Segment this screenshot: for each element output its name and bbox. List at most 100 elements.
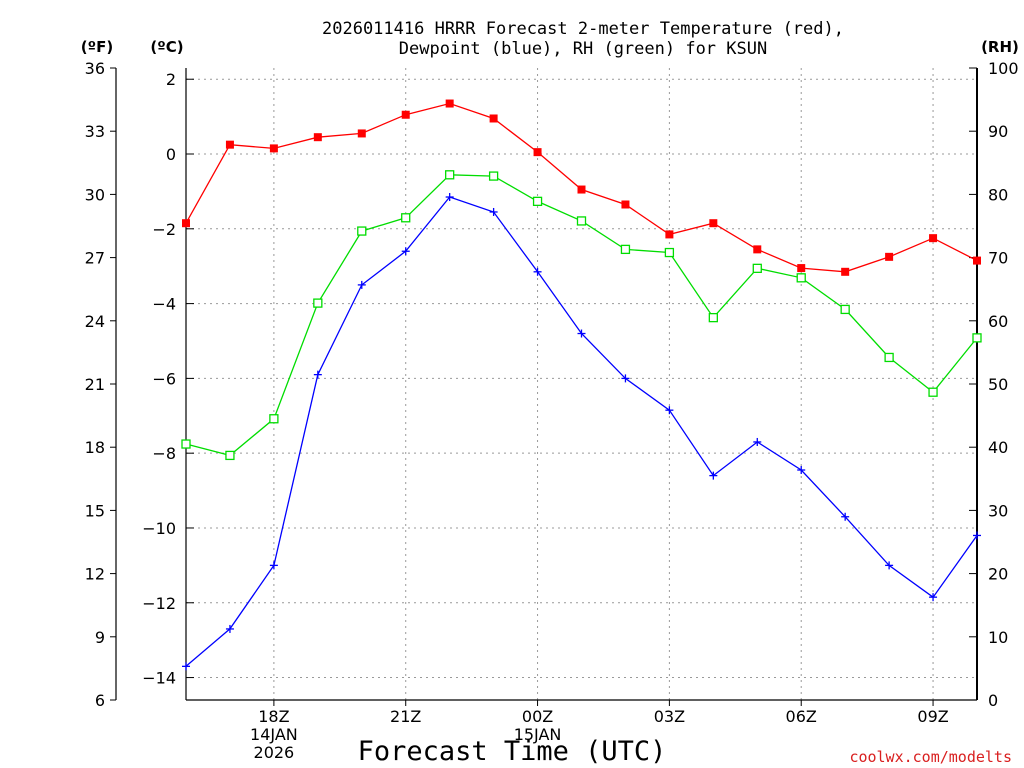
rh-unit-label: (RH) <box>981 38 1019 56</box>
x-tick-label: 06Z <box>786 707 817 726</box>
rh-point <box>928 387 938 397</box>
fahrenheit-tick-label: 36 <box>85 59 105 78</box>
dewpoint-point <box>577 329 586 338</box>
temperature-point <box>797 264 806 273</box>
x-tick-label: 15JAN <box>514 725 562 744</box>
x-tick-label: 14JAN <box>250 725 298 744</box>
temperature-point <box>489 114 498 123</box>
grid-lines <box>186 68 977 700</box>
fahrenheit-tick-label: 21 <box>85 375 105 394</box>
temperature-point <box>753 245 762 254</box>
celsius-tick-label: 2 <box>166 70 176 89</box>
rh-tick-label: 60 <box>988 312 1008 331</box>
temperature-point <box>401 110 410 119</box>
fahrenheit-unit-label: (ºF) <box>81 38 113 56</box>
dewpoint-point <box>709 471 718 480</box>
temperature-point <box>357 129 366 138</box>
fahrenheit-tick-label: 6 <box>95 691 105 710</box>
temperature-point <box>665 230 674 239</box>
temperature-point <box>533 148 542 157</box>
rh-tick-label: 100 <box>988 59 1019 78</box>
fahrenheit-tick-label: 18 <box>85 438 105 457</box>
temperature-point <box>269 144 278 153</box>
rh-point <box>972 333 982 343</box>
rh-tick-label: 30 <box>988 501 1008 520</box>
dewpoint-point <box>313 370 322 379</box>
rh-point <box>840 304 850 315</box>
celsius-tick-label: −8 <box>152 444 176 463</box>
rh-point <box>796 273 806 283</box>
rh-point <box>708 312 718 323</box>
dewpoint-point <box>665 406 674 415</box>
x-tick-label: 21Z <box>390 707 421 726</box>
dewpoint-point <box>841 512 850 521</box>
rh-point <box>620 244 631 255</box>
x-tick-label: 18Z <box>258 707 289 726</box>
fahrenheit-tick-label: 33 <box>85 122 105 141</box>
fahrenheit-tick-label: 9 <box>95 628 105 647</box>
celsius-unit-label: (ºC) <box>150 38 183 56</box>
rh-point <box>445 170 455 180</box>
fahrenheit-tick-label: 30 <box>85 185 105 204</box>
temperature-point <box>182 219 190 228</box>
temperature-point <box>577 185 586 194</box>
temperature-point <box>313 133 322 142</box>
celsius-tick-label: −4 <box>152 295 176 314</box>
temperature-point <box>709 219 718 228</box>
celsius-tick-label: 0 <box>166 145 176 164</box>
dewpoint-point <box>269 561 278 570</box>
temperature-point <box>445 99 454 108</box>
rh-point <box>664 247 675 258</box>
dewpoint-point <box>182 662 190 671</box>
credit-text: coolwx.com/modelts <box>849 748 1012 766</box>
fahrenheit-tick-label: 15 <box>85 501 105 520</box>
rh-point <box>313 298 323 308</box>
x-tick-label: 2026 <box>254 743 295 762</box>
rh-tick-label: 90 <box>988 122 1008 141</box>
fahrenheit-tick-label: 12 <box>85 565 105 584</box>
rh-tick-label: 70 <box>988 249 1008 268</box>
axes <box>110 67 978 706</box>
dewpoint-point <box>885 561 894 570</box>
celsius-tick-label: −2 <box>152 220 176 239</box>
rh-point <box>532 196 543 207</box>
temperature-point <box>929 234 938 243</box>
celsius-tick-label: −12 <box>142 594 176 613</box>
dewpoint-point <box>753 437 762 446</box>
dewpoint-point <box>401 247 410 256</box>
celsius-tick-label: −10 <box>142 519 176 538</box>
dewpoint-point <box>489 207 498 216</box>
celsius-tick-label: −6 <box>152 369 176 388</box>
rh-point <box>225 450 235 461</box>
dewpoint-point <box>929 593 938 602</box>
dewpoint-point <box>973 531 981 540</box>
temperature-point <box>973 256 981 265</box>
rh-point <box>357 226 367 236</box>
temperature-point <box>621 200 630 209</box>
dewpoint-point <box>533 267 542 276</box>
x-tick-label: 09Z <box>917 707 948 726</box>
chart-title: 2026011416 HRRR Forecast 2-meter Tempera… <box>322 19 844 59</box>
rh-point <box>752 263 762 273</box>
x-axis-label: Forecast Time (UTC) <box>358 736 667 767</box>
rh-tick-label: 50 <box>988 375 1008 394</box>
dewpoint-point <box>797 466 806 475</box>
rh-tick-label: 40 <box>988 438 1008 457</box>
fahrenheit-tick-label: 24 <box>85 312 105 331</box>
celsius-tick-label: −14 <box>142 669 176 688</box>
rh-point <box>576 216 587 226</box>
rh-tick-label: 0 <box>988 691 998 710</box>
temperature-point <box>225 140 234 149</box>
rh-point <box>269 414 279 424</box>
dewpoint-point <box>225 624 234 633</box>
rh-tick-label: 10 <box>988 628 1008 647</box>
rh-tick-label: 20 <box>988 565 1008 584</box>
title-line-1: 2026011416 HRRR Forecast 2-meter Tempera… <box>322 19 844 39</box>
rh-point <box>401 213 411 223</box>
temperature-series <box>182 99 981 276</box>
title-line-2: Dewpoint (blue), RH (green) for KSUN <box>399 39 767 59</box>
data-series <box>181 99 982 671</box>
rh-series <box>181 170 982 461</box>
rh-point <box>884 352 894 363</box>
x-tick-label: 03Z <box>654 707 685 726</box>
